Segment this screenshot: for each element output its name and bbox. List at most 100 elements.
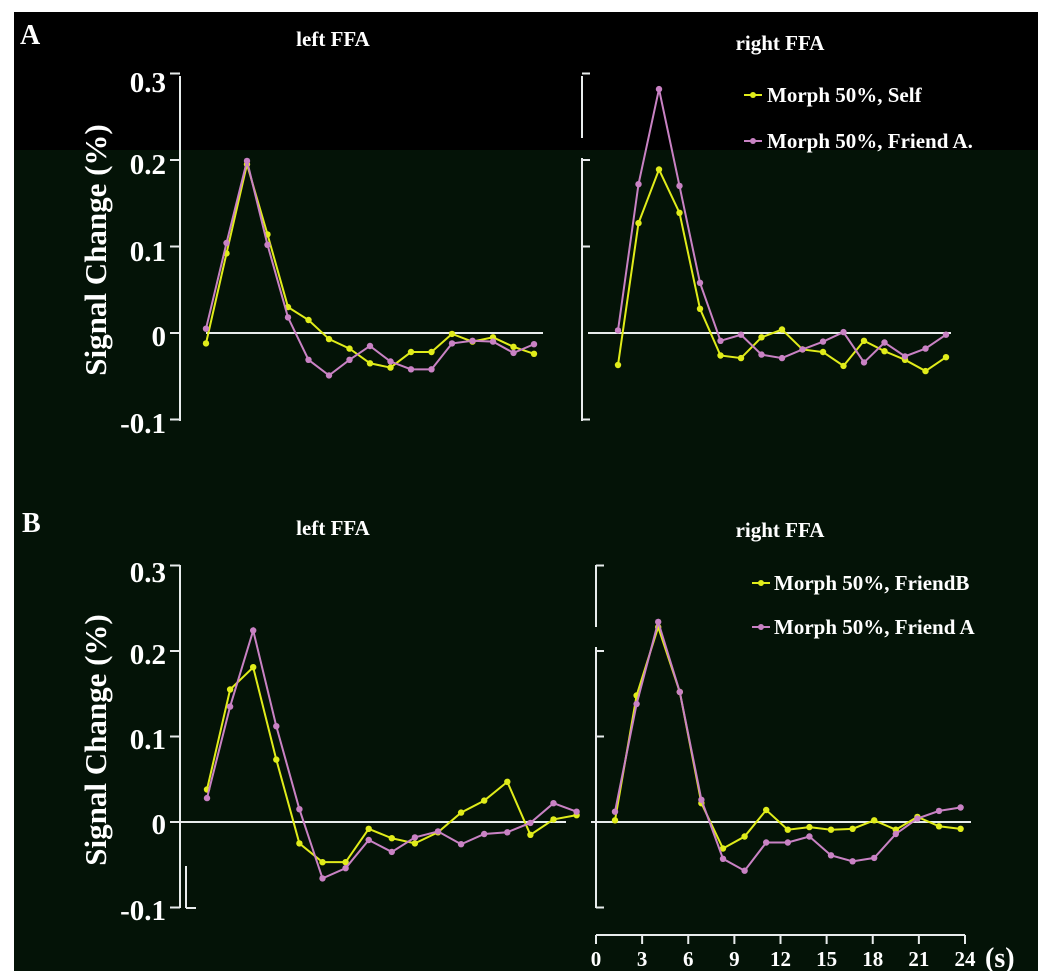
- data-point-a-right-0-12: [860, 337, 868, 344]
- data-point-b-left-0-15: [550, 816, 557, 823]
- data-point-a-right-1-9: [799, 346, 806, 353]
- data-point-a-right-1-11: [840, 328, 847, 336]
- x-scale-label-7: 21: [908, 947, 929, 971]
- ytick-a-0.2: 0.2: [130, 149, 166, 181]
- data-point-b-left-1-1: [226, 703, 234, 710]
- title-b-right: right FFA: [736, 518, 826, 542]
- data-point-a-right-1-1: [635, 181, 642, 188]
- legend-b-friendb-label: Morph 50%, FriendB: [774, 571, 969, 595]
- data-point-b-right-0-0: [611, 817, 619, 824]
- data-point-a-right-1-2: [655, 85, 663, 93]
- ytick-b-0.2: 0.2: [130, 639, 166, 671]
- data-point-b-left-0-9: [411, 840, 419, 847]
- legend-b-item-frienda: Morph 50%, Friend A: [752, 615, 976, 639]
- ytick-a-0: 0: [152, 321, 167, 353]
- data-point-a-right-0-16: [942, 354, 950, 361]
- data-point-a-right-1-6: [737, 331, 745, 338]
- data-point-b-left-1-16: [573, 808, 580, 815]
- data-point-b-left-0-6: [342, 859, 349, 866]
- data-point-a-left-1-8: [366, 342, 374, 350]
- data-point-a-right-0-5: [717, 352, 724, 359]
- data-point-a-left-0-11: [428, 348, 435, 356]
- data-point-b-left-1-9: [411, 834, 419, 841]
- x-scale-label-0: 0: [591, 947, 602, 971]
- data-point-b-right-0-10: [827, 826, 835, 833]
- data-point-a-left-1-3: [264, 241, 271, 248]
- data-point-b-right-0-8: [784, 826, 791, 833]
- data-point-a-left-0-15: [510, 343, 517, 350]
- data-point-a-right-1-12: [860, 359, 868, 366]
- data-point-b-right-1-2: [655, 618, 662, 626]
- data-point-a-left-1-7: [346, 356, 353, 363]
- data-point-b-left-0-2: [250, 664, 257, 671]
- y-axis-title-a: Signal Change (%): [78, 124, 113, 375]
- data-point-a-right-0-13: [881, 348, 888, 355]
- data-point-a-right-0-4: [696, 305, 704, 312]
- data-point-b-left-1-2: [250, 627, 257, 634]
- data-point-b-left-1-11: [457, 841, 465, 848]
- data-point-a-right-1-10: [819, 338, 827, 345]
- data-point-a-left-1-11: [428, 366, 435, 373]
- data-point-a-left-0-0: [202, 340, 210, 347]
- data-point-a-right-1-16: [942, 331, 950, 338]
- data-point-a-left-0-12: [448, 330, 456, 338]
- data-point-a-right-1-5: [717, 337, 724, 344]
- data-point-a-left-0-10: [407, 348, 415, 356]
- data-point-b-right-1-7: [763, 839, 770, 846]
- data-point-a-right-1-4: [696, 279, 704, 286]
- panel-a-top-band: [14, 12, 1038, 150]
- data-point-b-left-1-7: [365, 836, 372, 844]
- data-point-a-right-1-3: [676, 182, 683, 190]
- data-point-b-left-1-3: [273, 723, 280, 730]
- data-point-a-right-0-10: [819, 348, 827, 356]
- data-point-b-right-0-6: [741, 833, 748, 840]
- data-point-b-right-1-12: [871, 854, 878, 862]
- panel-label-a: A: [20, 20, 41, 51]
- data-point-a-left-0-5: [305, 316, 312, 324]
- x-scale-bar: (s): [985, 943, 1015, 971]
- data-point-a-right-1-14: [901, 353, 909, 360]
- data-point-a-right-0-0: [614, 361, 622, 369]
- data-point-a-right-1-7: [758, 351, 765, 358]
- data-point-a-left-0-6: [325, 335, 333, 343]
- data-point-a-left-1-16: [530, 341, 538, 348]
- data-point-a-left-0-16: [530, 350, 538, 357]
- data-point-b-left-1-4: [296, 806, 303, 813]
- data-point-a-left-1-5: [305, 356, 312, 363]
- x-scale-label-4: 12: [770, 947, 791, 971]
- title-a-left: left FFA: [296, 27, 370, 51]
- x-scale-label-2: 6: [683, 947, 694, 971]
- data-point-b-right-1-6: [741, 867, 748, 874]
- data-point-a-right-1-0: [614, 327, 622, 334]
- ytick-b-neg0.1: -0.1: [120, 895, 166, 927]
- data-point-b-right-1-9: [806, 833, 813, 840]
- data-point-b-right-0-5: [719, 845, 727, 852]
- data-point-b-right-0-12: [871, 817, 878, 824]
- title-a-right: right FFA: [736, 31, 826, 55]
- x-scale-label-1: 3: [637, 947, 648, 971]
- data-point-b-right-1-8: [784, 839, 791, 846]
- data-point-b-right-0-7: [763, 806, 770, 814]
- data-point-a-left-1-1: [223, 239, 230, 247]
- x-axis-unit: (s): [985, 943, 1015, 971]
- data-point-a-right-1-13: [881, 339, 888, 346]
- data-point-b-left-0-8: [388, 835, 395, 842]
- ytick-a-0.1: 0.1: [130, 236, 166, 268]
- data-point-b-left-1-13: [504, 829, 511, 836]
- ytick-b-0.1: 0.1: [130, 724, 166, 756]
- legend-a-item-self: Morph 50%, Self: [744, 83, 923, 107]
- data-point-b-right-1-4: [698, 796, 705, 803]
- legend-b-item-friendb: Morph 50%, FriendB: [752, 571, 969, 595]
- data-point-b-left-0-11: [457, 809, 465, 816]
- x-scale-label-8: 24: [955, 947, 977, 971]
- data-point-a-left-1-14: [489, 338, 497, 345]
- data-point-b-left-1-15: [550, 800, 557, 807]
- ytick-b-0: 0: [152, 809, 167, 841]
- ytick-a-0.3: 0.3: [130, 67, 166, 99]
- legend-b-frienda-label: Morph 50%, Friend A: [774, 615, 976, 639]
- x-scale-label-6: 18: [862, 947, 883, 971]
- data-point-a-left-1-13: [469, 337, 476, 344]
- ytick-b-0.3: 0.3: [130, 557, 166, 589]
- data-point-b-right-1-13: [892, 830, 899, 838]
